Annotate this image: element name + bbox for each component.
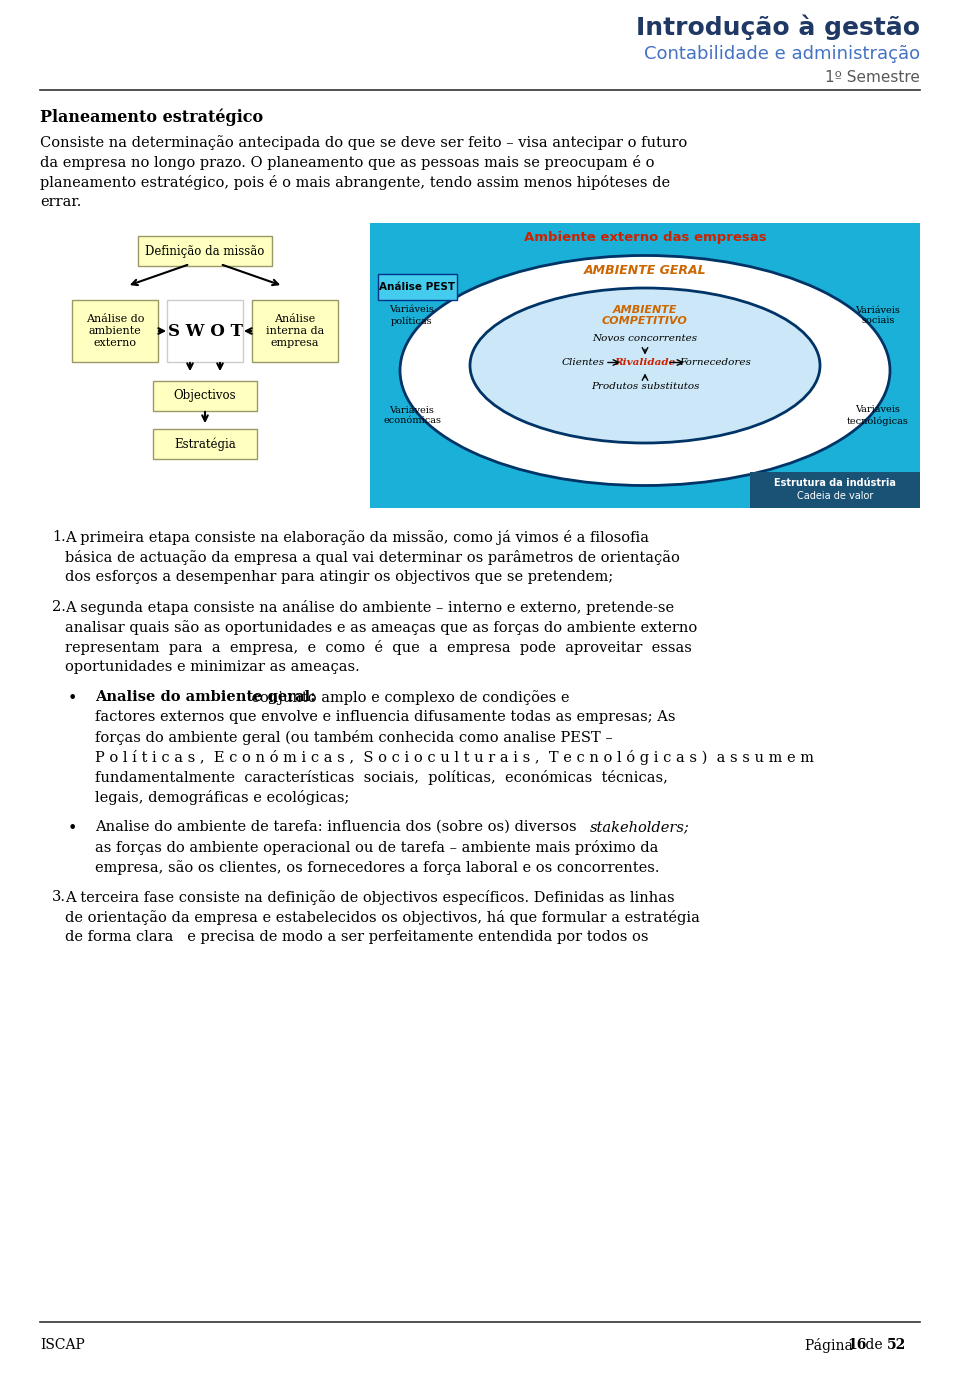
Text: 1º Semestre: 1º Semestre: [826, 70, 920, 85]
FancyBboxPatch shape: [72, 300, 158, 361]
Text: Variáveis
económicas: Variáveis económicas: [383, 406, 441, 425]
Text: 1.: 1.: [52, 530, 65, 543]
Text: Análise
interna da
empresa: Análise interna da empresa: [266, 314, 324, 349]
Text: Definição da missão: Definição da missão: [145, 245, 265, 257]
Text: Análise do
ambiente
externo: Análise do ambiente externo: [85, 314, 144, 349]
FancyBboxPatch shape: [153, 430, 257, 459]
Text: Introdução à gestão: Introdução à gestão: [636, 15, 920, 40]
Text: Analise do ambiente geral:: Analise do ambiente geral:: [95, 689, 316, 703]
Text: de: de: [861, 1339, 887, 1352]
Text: Variáveis
sociais: Variáveis sociais: [855, 306, 900, 325]
Text: Variáveis
políticas: Variáveis políticas: [390, 306, 435, 325]
Text: Objectivos: Objectivos: [174, 389, 236, 403]
FancyBboxPatch shape: [167, 300, 243, 361]
Text: AMBIENTE GERAL: AMBIENTE GERAL: [584, 264, 707, 278]
Text: dos esforços a desempenhar para atingir os objectivos que se pretendem;: dos esforços a desempenhar para atingir …: [65, 570, 613, 584]
Text: P o l í t i c a s ,  E c o n ó m i c a s ,  S o c i o c u l t u r a i s ,  T e c: P o l í t i c a s , E c o n ó m i c a s …: [95, 751, 814, 764]
Text: oportunidades e minimizar as ameaças.: oportunidades e minimizar as ameaças.: [65, 660, 360, 674]
Text: •: •: [68, 689, 78, 708]
Text: •: •: [68, 820, 78, 837]
FancyBboxPatch shape: [750, 473, 920, 507]
Text: Novos concorrentes: Novos concorrentes: [592, 334, 698, 343]
Text: de orientação da empresa e estabelecidos os objectivos, há que formular a estrat: de orientação da empresa e estabelecidos…: [65, 910, 700, 924]
FancyBboxPatch shape: [252, 300, 338, 361]
Text: fundamentalmente  características  sociais,  políticas,  económicas  técnicas,: fundamentalmente características sociais…: [95, 770, 668, 785]
Text: Cadeia de valor: Cadeia de valor: [797, 491, 874, 500]
Text: Fornecedores: Fornecedores: [679, 359, 751, 367]
Text: planeamento estratégico, pois é o mais abrangente, tendo assim menos hipóteses d: planeamento estratégico, pois é o mais a…: [40, 175, 670, 190]
Text: Clientes: Clientes: [562, 359, 605, 367]
Text: Planeamento estratégico: Planeamento estratégico: [40, 108, 263, 125]
Text: Rivalidade: Rivalidade: [614, 359, 676, 367]
Text: Estratégia: Estratégia: [174, 438, 236, 450]
Text: representam  para  a  empresa,  e  como  é  que  a  empresa  pode  aproveitar  e: representam para a empresa, e como é que…: [65, 639, 692, 655]
FancyBboxPatch shape: [138, 236, 272, 265]
Text: A terceira fase consiste na definição de objectivos específicos. Definidas as li: A terceira fase consiste na definição de…: [65, 890, 675, 905]
Text: factores externos que envolve e influencia difusamente todas as empresas; As: factores externos que envolve e influenc…: [95, 710, 676, 724]
Text: analisar quais são as oportunidades e as ameaças que as forças do ambiente exter: analisar quais são as oportunidades e as…: [65, 620, 697, 635]
Text: de forma clara   e precisa de modo a ser perfeitamente entendida por todos os: de forma clara e precisa de modo a ser p…: [65, 930, 649, 944]
Text: 16: 16: [847, 1339, 866, 1352]
Text: ISCAP: ISCAP: [40, 1339, 84, 1352]
FancyBboxPatch shape: [378, 274, 457, 300]
Text: AMBIENTE
COMPETITIVO: AMBIENTE COMPETITIVO: [602, 304, 688, 327]
FancyBboxPatch shape: [153, 381, 257, 411]
FancyBboxPatch shape: [40, 222, 350, 507]
Text: Analise do ambiente de tarefa: influencia dos (sobre os) diversos: Analise do ambiente de tarefa: influenci…: [95, 820, 581, 834]
Text: Ambiente externo das empresas: Ambiente externo das empresas: [524, 231, 766, 243]
Text: Página: Página: [805, 1339, 857, 1352]
Text: errar.: errar.: [40, 195, 82, 208]
Text: S W O T: S W O T: [168, 322, 243, 339]
Text: Estrutura da indústria: Estrutura da indústria: [774, 478, 896, 488]
Text: forças do ambiente geral (ou também conhecida como analise PEST –: forças do ambiente geral (ou também conh…: [95, 730, 612, 745]
Text: básica de actuação da empresa a qual vai determinar os parâmetros de orientação: básica de actuação da empresa a qual vai…: [65, 550, 680, 564]
Text: da empresa no longo prazo. O planeamento que as pessoas mais se preocupam é o: da empresa no longo prazo. O planeamento…: [40, 156, 655, 170]
Text: legais, demográficas e ecológicas;: legais, demográficas e ecológicas;: [95, 790, 349, 805]
Text: A segunda etapa consiste na análise do ambiente – interno e externo, pretende-se: A segunda etapa consiste na análise do a…: [65, 600, 674, 614]
Text: Consiste na determinação antecipada do que se deve ser feito – visa antecipar o : Consiste na determinação antecipada do q…: [40, 135, 687, 150]
Text: Análise PEST: Análise PEST: [379, 282, 455, 292]
Text: conjunto amplo e complexo de condições e: conjunto amplo e complexo de condições e: [247, 689, 569, 705]
Text: Produtos substitutos: Produtos substitutos: [590, 382, 699, 391]
Text: Variáveis
tecnológicas: Variáveis tecnológicas: [847, 406, 909, 425]
Ellipse shape: [470, 288, 820, 443]
Text: 52: 52: [887, 1339, 906, 1352]
Text: 3.: 3.: [52, 890, 66, 904]
Text: 2.: 2.: [52, 600, 66, 614]
Text: stakeholders;: stakeholders;: [590, 820, 689, 834]
Ellipse shape: [400, 256, 890, 485]
FancyBboxPatch shape: [370, 222, 920, 507]
Text: empresa, são os clientes, os fornecedores a força laboral e os concorrentes.: empresa, são os clientes, os fornecedore…: [95, 860, 660, 874]
Text: A primeira etapa consiste na elaboração da missão, como já vimos é a filosofia: A primeira etapa consiste na elaboração …: [65, 530, 649, 545]
Text: as forças do ambiente operacional ou de tarefa – ambiente mais próximo da: as forças do ambiente operacional ou de …: [95, 840, 659, 855]
Text: Contabilidade e administração: Contabilidade e administração: [644, 44, 920, 63]
